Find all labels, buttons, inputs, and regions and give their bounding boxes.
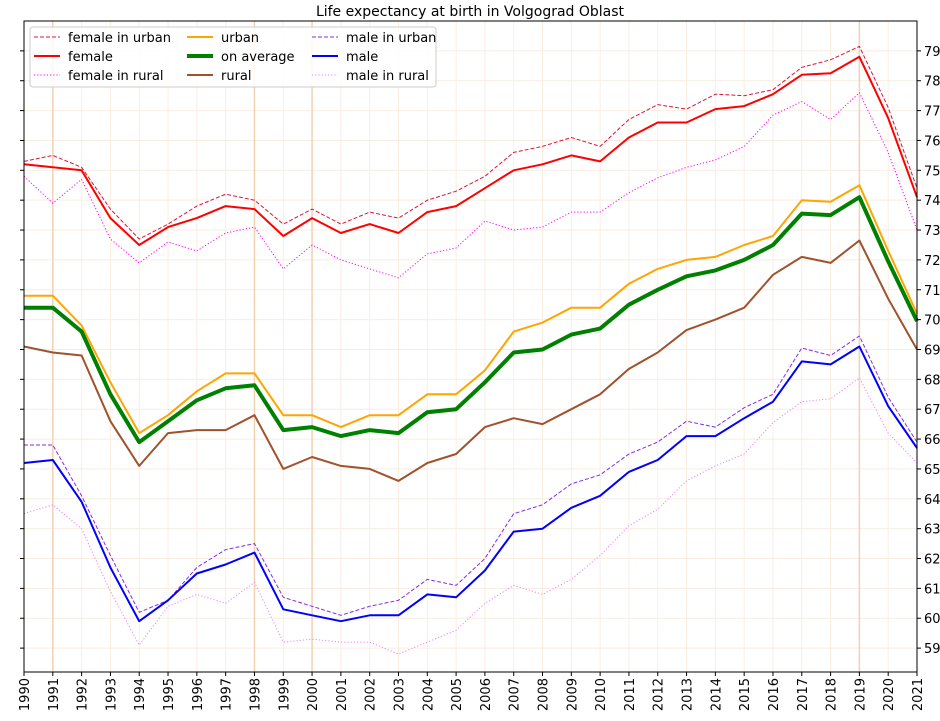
x-tick-label: 2002 bbox=[364, 678, 379, 711]
x-tick-label: 2015 bbox=[738, 678, 753, 711]
y-tick-label: 77 bbox=[924, 105, 940, 120]
x-tick-label: 2016 bbox=[767, 678, 782, 711]
x-tick-label: 1999 bbox=[277, 678, 292, 711]
legend-label: female in urban bbox=[68, 31, 171, 46]
x-tick-label: 1995 bbox=[162, 678, 177, 711]
series-line-on-average bbox=[24, 195, 919, 445]
y-tick-label: 65 bbox=[924, 463, 940, 478]
series-line-rural bbox=[23, 239, 918, 482]
x-tick-label: 1998 bbox=[248, 678, 263, 711]
x-tick-label: 2009 bbox=[565, 678, 580, 711]
y-tick-label: 79 bbox=[924, 45, 940, 60]
y-tick-label: 67 bbox=[924, 403, 940, 418]
series-line-male bbox=[23, 345, 918, 623]
y-tick-label: 61 bbox=[924, 582, 940, 597]
y-tick-label: 64 bbox=[924, 493, 940, 508]
x-tick-label: 1994 bbox=[133, 678, 148, 711]
y-tick-label: 73 bbox=[924, 224, 940, 239]
series-line-male-in-rural bbox=[23, 377, 918, 655]
legend-label: female in rural bbox=[68, 69, 163, 84]
x-tick-label: 1992 bbox=[76, 678, 91, 711]
legend-label: female bbox=[68, 50, 113, 65]
legend-label: male bbox=[346, 50, 378, 65]
x-tick-label: 1991 bbox=[47, 678, 62, 711]
legend: female in urban female female in rural urba… bbox=[29, 26, 437, 88]
y-tick-label: 69 bbox=[924, 343, 940, 358]
legend-box bbox=[29, 26, 437, 88]
legend-label: on average bbox=[221, 50, 295, 65]
legend-label: male in rural bbox=[346, 69, 429, 84]
y-tick-label: 78 bbox=[924, 75, 940, 90]
legend-label: urban bbox=[221, 31, 259, 46]
axis-ticks: 59 60 61 62 63 64 65 66 67 68 69 70 71 72 73 74 75 76 77 78… bbox=[18, 45, 940, 711]
x-tick-label: 2017 bbox=[796, 678, 811, 711]
x-tick-label: 2014 bbox=[709, 678, 724, 711]
legend-label: male in urban bbox=[346, 31, 436, 46]
y-tick-label: 71 bbox=[924, 284, 940, 299]
series-line-female-in-rural bbox=[23, 92, 918, 279]
x-tick-label: 1990 bbox=[18, 678, 33, 711]
series-line-female-in-urban bbox=[23, 45, 918, 240]
x-tick-label: 2005 bbox=[450, 678, 465, 711]
x-tick-label: 2006 bbox=[479, 678, 494, 711]
x-tick-label: 2007 bbox=[508, 678, 523, 711]
y-tick-label: 72 bbox=[924, 254, 940, 269]
x-tick-label: 1996 bbox=[191, 678, 206, 711]
x-tick-label: 2008 bbox=[537, 678, 552, 711]
x-tick-label: 2000 bbox=[306, 678, 321, 711]
x-tick-label: 2013 bbox=[681, 678, 696, 711]
x-tick-label: 2001 bbox=[335, 678, 350, 711]
y-tick-label: 74 bbox=[924, 194, 940, 209]
x-tick-label: 2018 bbox=[825, 678, 840, 711]
x-tick-label: 1997 bbox=[220, 678, 235, 711]
plot-frame bbox=[23, 20, 918, 673]
y-tick-label: 59 bbox=[924, 642, 940, 657]
x-tick-label: 2012 bbox=[652, 678, 667, 711]
series-lines bbox=[23, 45, 919, 655]
y-tick-label: 75 bbox=[924, 164, 940, 179]
series-line-female bbox=[23, 55, 918, 246]
y-tick-label: 76 bbox=[924, 134, 940, 149]
x-tick-label: 2019 bbox=[853, 678, 868, 711]
x-tick-label: 2020 bbox=[882, 678, 897, 711]
x-tick-label: 1993 bbox=[104, 678, 119, 711]
y-tick-label: 63 bbox=[924, 523, 940, 538]
y-tick-label: 70 bbox=[924, 314, 940, 329]
x-tick-label: 2021 bbox=[911, 678, 926, 711]
series-line-urban bbox=[24, 184, 918, 435]
y-tick-label: 66 bbox=[924, 433, 940, 448]
x-tick-label: 2010 bbox=[594, 678, 609, 711]
y-tick-label: 60 bbox=[924, 612, 940, 627]
y-tick-label: 62 bbox=[924, 553, 940, 568]
x-tick-label: 2004 bbox=[421, 678, 436, 711]
series-line-male-in-urban bbox=[24, 335, 918, 616]
legend-label: rural bbox=[221, 69, 252, 84]
x-tick-label: 2011 bbox=[623, 678, 638, 711]
chart-title: Life expectancy at birth in Volgograd Ob… bbox=[316, 4, 625, 20]
y-tick-label: 68 bbox=[924, 373, 940, 388]
grid bbox=[23, 21, 918, 672]
x-tick-label: 2003 bbox=[392, 678, 407, 711]
